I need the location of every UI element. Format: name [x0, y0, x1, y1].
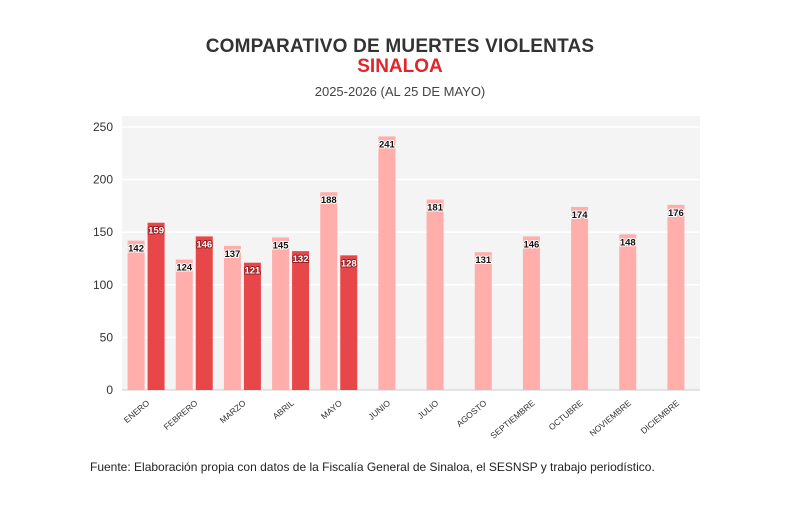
- x-tick-label: AGOSTO: [454, 398, 488, 429]
- bar-agosto-series-1: [474, 252, 492, 390]
- bar-septiembre-series-1: [522, 236, 540, 390]
- data-label: 159: [148, 226, 164, 237]
- data-label: 121: [244, 266, 261, 277]
- data-label: 132: [293, 254, 309, 265]
- y-tick-label: 100: [93, 278, 113, 292]
- bar-julio-series-1: [426, 199, 444, 390]
- data-label: 124: [176, 263, 193, 274]
- y-tick-label: 200: [93, 173, 113, 187]
- bar-abril-series-1: [272, 237, 290, 390]
- bar-febrero-series-1: [175, 259, 193, 390]
- x-tick-label: DICIEMBRE: [639, 398, 682, 436]
- bar-mayo-series-2: [340, 255, 358, 390]
- y-tick-label: 50: [100, 330, 114, 344]
- bar-febrero-series-2: [195, 236, 213, 390]
- bar-marzo-series-1: [223, 245, 241, 390]
- data-label: 146: [196, 239, 212, 250]
- x-tick-label: MAYO: [319, 398, 344, 422]
- x-tick-label: MARZO: [218, 398, 248, 426]
- bar-abril-series-2: [292, 251, 310, 390]
- data-label: 131: [475, 255, 492, 266]
- x-tick-label: ABRIL: [271, 398, 296, 422]
- data-label: 145: [273, 240, 290, 251]
- data-label: 142: [128, 244, 144, 255]
- source-note: Fuente: Elaboración propia con datos de …: [90, 460, 655, 474]
- y-tick-label: 0: [106, 383, 113, 397]
- data-label: 241: [379, 139, 396, 150]
- chart-period: 2025-2026 (AL 25 DE MAYO): [314, 84, 486, 99]
- x-tick-label: SEPTIEMBRE: [488, 398, 537, 441]
- data-label: 176: [668, 208, 684, 219]
- chart-subtitle: SINALOA: [357, 56, 443, 77]
- data-label: 174: [572, 210, 589, 221]
- bar-junio-series-1: [378, 136, 396, 390]
- bar-enero-series-2: [147, 222, 165, 390]
- x-tick-label: OCTUBRE: [547, 398, 586, 433]
- x-tick-label: NOVIEMBRE: [588, 398, 634, 439]
- bar-marzo-series-2: [243, 262, 261, 390]
- bar-octubre-series-1: [571, 206, 589, 390]
- bar-diciembre-series-1: [667, 204, 685, 390]
- x-tick-label: JUNIO: [366, 398, 392, 422]
- y-tick-label: 250: [93, 120, 113, 134]
- bar-enero-series-1: [127, 240, 145, 390]
- data-label: 181: [427, 203, 444, 214]
- chart-title: COMPARATIVO DE MUERTES VIOLENTAS: [205, 36, 595, 57]
- data-label: 148: [620, 237, 636, 248]
- bar-noviembre-series-1: [619, 234, 637, 390]
- data-label: 137: [224, 249, 240, 260]
- plot-area: [122, 116, 700, 390]
- bar-mayo-series-1: [320, 192, 338, 390]
- data-label: 188: [321, 195, 337, 206]
- x-tick-label: ENERO: [122, 398, 152, 425]
- data-label: 146: [523, 239, 539, 250]
- x-tick-label: JULIO: [415, 398, 440, 421]
- y-tick-label: 150: [93, 225, 113, 239]
- data-label: 128: [341, 258, 357, 269]
- x-tick-label: FEBRERO: [162, 398, 200, 432]
